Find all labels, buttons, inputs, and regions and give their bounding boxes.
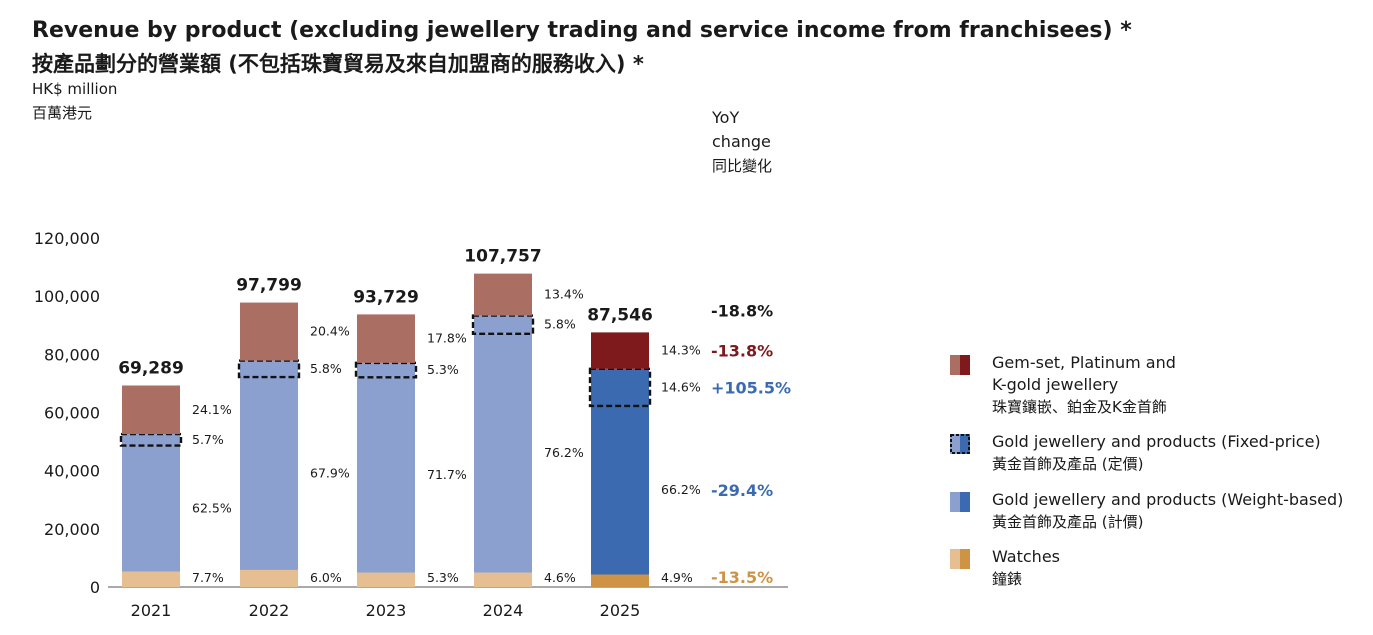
- yoy-gold-weight: -29.4%: [711, 481, 773, 500]
- bar-watches-2021: [122, 571, 180, 587]
- x-tick-label: 2022: [249, 601, 290, 620]
- x-tick-label: 2023: [366, 601, 407, 620]
- bar-watches-2023: [357, 572, 415, 587]
- legend-weight-zh: 黃金首飾及產品 (計價): [992, 513, 1144, 531]
- bar-gold-weight-2023: [357, 377, 415, 573]
- legend-watches-en: Watches: [992, 547, 1060, 566]
- y-tick-label: 120,000: [34, 229, 100, 248]
- y-tick-label: 60,000: [44, 404, 100, 423]
- chart-title-zh: 按產品劃分的營業額 (不包括珠寶貿易及來自加盟商的服務收入) *: [32, 52, 644, 76]
- yoy-watches: -13.5%: [711, 568, 773, 587]
- legend-gem-zh: 珠寶鑲嵌、鉑金及K金首飾: [992, 398, 1167, 416]
- pct-label-gold-fixed-2021: 5.7%: [192, 432, 224, 447]
- yoy-total: -18.8%: [711, 301, 773, 320]
- yoy-header-line2: change: [712, 132, 771, 151]
- total-label-2022: 97,799: [236, 276, 302, 296]
- legend-swatch-fixed: [950, 434, 970, 454]
- bar-gold-weight-2022: [240, 377, 298, 570]
- pct-label-gold-weight-2021: 62.5%: [192, 501, 232, 516]
- bar-watches-2024: [474, 572, 532, 587]
- legend-weight-en: Gold jewellery and products (Weight-base…: [992, 490, 1344, 509]
- legend-swatch-watches: [950, 549, 970, 569]
- yoy-gold-fixed: +105.5%: [711, 378, 791, 397]
- bar-watches-2025: [591, 574, 649, 587]
- legend-swatch-gem: [950, 355, 970, 375]
- total-label-2024: 107,757: [464, 247, 541, 267]
- bar-gold-fixed-2024: [474, 315, 532, 334]
- bar-gem-2022: [240, 302, 298, 361]
- total-label-2025: 87,546: [587, 305, 653, 325]
- y-tick-label: 20,000: [44, 520, 100, 539]
- total-label-2021: 69,289: [118, 358, 184, 378]
- bar-gem-2023: [357, 314, 415, 363]
- pct-label-watches-2023: 5.3%: [427, 570, 459, 585]
- pct-label-gem-2021: 24.1%: [192, 402, 232, 417]
- bar-gold-fixed-2021: [122, 434, 180, 446]
- legend-gem-en: Gem-set, Platinum and: [992, 353, 1176, 372]
- bar-gold-fixed-2023: [357, 362, 415, 378]
- pct-label-watches-2025: 4.9%: [661, 570, 693, 585]
- y-tick-label: 80,000: [44, 345, 100, 364]
- y-tick-label: 100,000: [34, 287, 100, 306]
- bar-gold-fixed-2022: [240, 360, 298, 378]
- legend-swatch-weight: [950, 492, 970, 512]
- pct-label-watches-2024: 4.6%: [544, 570, 576, 585]
- x-tick-label: 2021: [131, 601, 172, 620]
- legend-gem-en2: K-gold jewellery: [992, 375, 1119, 394]
- pct-label-gold-weight-2023: 71.7%: [427, 467, 467, 482]
- pct-label-gem-2023: 17.8%: [427, 331, 467, 346]
- pct-label-gold-weight-2025: 66.2%: [661, 482, 701, 497]
- bar-gem-2024: [474, 273, 532, 316]
- x-tick-label: 2025: [600, 601, 641, 620]
- legend-watches-zh: 鐘錶: [992, 570, 1023, 588]
- y-tick-label: 40,000: [44, 462, 100, 481]
- unit-label-en: HK$ million: [32, 80, 118, 98]
- total-label-2023: 93,729: [353, 287, 419, 307]
- yoy-header-line3: 同比變化: [712, 157, 773, 175]
- x-tick-label: 2024: [483, 601, 524, 620]
- bar-gold-fixed-2025: [591, 368, 649, 406]
- pct-label-gem-2024: 13.4%: [544, 287, 584, 302]
- pct-label-gold-fixed-2023: 5.3%: [427, 362, 459, 377]
- bar-gold-weight-2025: [591, 405, 649, 575]
- bar-gold-weight-2024: [474, 333, 532, 573]
- pct-label-watches-2021: 7.7%: [192, 570, 224, 585]
- legend-fixed-zh: 黃金首飾及產品 (定價): [992, 455, 1144, 473]
- y-tick-label: 0: [90, 578, 100, 597]
- pct-label-watches-2022: 6.0%: [310, 570, 342, 585]
- pct-label-gold-weight-2022: 67.9%: [310, 465, 350, 480]
- yoy-header-line1: YoY: [712, 108, 740, 127]
- pct-label-gold-fixed-2025: 14.6%: [661, 379, 701, 394]
- bar-gem-2021: [122, 385, 180, 435]
- bar-gold-weight-2021: [122, 445, 180, 572]
- pct-label-gold-weight-2024: 76.2%: [544, 445, 584, 460]
- legend-fixed-en: Gold jewellery and products (Fixed-price…: [992, 432, 1321, 451]
- unit-label-zh: 百萬港元: [32, 104, 93, 122]
- bar-watches-2022: [240, 569, 298, 587]
- chart-title-en: Revenue by product (excluding jewellery …: [32, 18, 1132, 43]
- pct-label-gold-fixed-2022: 5.8%: [310, 361, 342, 376]
- pct-label-gem-2022: 20.4%: [310, 324, 350, 339]
- yoy-gem: -13.8%: [711, 342, 773, 361]
- pct-label-gold-fixed-2024: 5.8%: [544, 317, 576, 332]
- pct-label-gem-2025: 14.3%: [661, 343, 701, 358]
- bar-gem-2025: [591, 332, 649, 369]
